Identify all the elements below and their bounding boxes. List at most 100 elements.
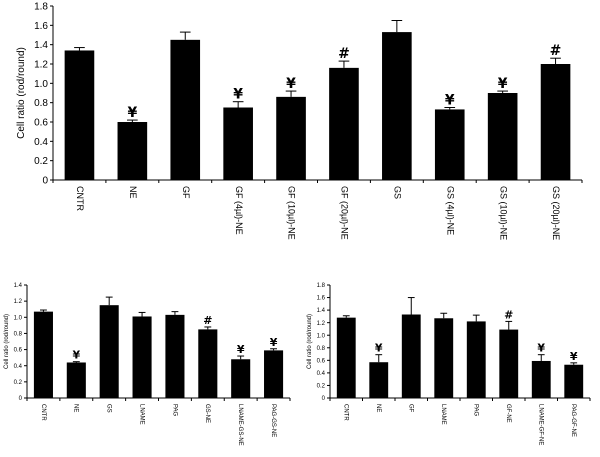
category-label: GF (20µl)-NE bbox=[340, 186, 350, 240]
bar bbox=[564, 364, 584, 398]
y-tick-label: 0 bbox=[19, 396, 23, 402]
bar bbox=[132, 316, 152, 398]
y-tick-label: 1.8 bbox=[34, 2, 48, 13]
significance-mark: # bbox=[338, 46, 350, 62]
y-tick-label: 1.2 bbox=[34, 60, 48, 71]
category-label: GS (10µl)-NE bbox=[498, 186, 508, 240]
bar bbox=[165, 314, 185, 398]
y-tick-label: 1.4 bbox=[14, 283, 23, 289]
bar bbox=[276, 96, 306, 180]
significance-mark: ¥ bbox=[570, 350, 578, 363]
bar bbox=[264, 350, 284, 398]
bar bbox=[231, 359, 251, 398]
bar bbox=[170, 39, 201, 181]
bar bbox=[434, 318, 454, 398]
significance-mark: ¥ bbox=[286, 76, 296, 92]
y-tick-label: 1.0 bbox=[317, 333, 326, 339]
category-label: CNTR bbox=[75, 186, 85, 211]
y-tick-label: 0.8 bbox=[34, 98, 48, 109]
category-label: LNAME-GF-NE bbox=[538, 404, 544, 445]
bar bbox=[336, 317, 356, 398]
significance-mark: ¥ bbox=[233, 87, 243, 103]
y-tick-label: 1.6 bbox=[34, 21, 48, 32]
bar bbox=[198, 329, 218, 398]
category-label: PAG bbox=[473, 404, 479, 417]
y-tick-label: 1.0 bbox=[34, 79, 48, 90]
significance-mark: ¥ bbox=[445, 93, 455, 109]
category-label: NE bbox=[73, 404, 79, 412]
y-tick-label: 0.4 bbox=[34, 137, 48, 148]
bar bbox=[540, 64, 571, 180]
category-label: NE bbox=[128, 186, 138, 199]
bar bbox=[64, 50, 95, 180]
chart-3: 0 0.2 0.4 0.6 0.8 1.0 1.2 1.4 1.6 1.8 Cell ratio (… bbox=[307, 283, 591, 445]
bar bbox=[99, 305, 119, 398]
category-label: GS-NE bbox=[204, 404, 210, 423]
y-tick-label: 0.2 bbox=[317, 384, 326, 390]
bar bbox=[487, 93, 518, 180]
category-label: CNTR bbox=[40, 404, 46, 421]
significance-mark: ¥ bbox=[375, 342, 383, 355]
bar bbox=[401, 314, 421, 398]
category-label: GF bbox=[408, 404, 414, 413]
category-label: LNAME bbox=[440, 404, 446, 425]
category-label: GF (10µl)-NE bbox=[287, 186, 297, 240]
category-label: PAG-GF-NE bbox=[570, 404, 576, 437]
significance-mark: # bbox=[504, 308, 513, 321]
bar bbox=[369, 362, 389, 398]
y-tick-label: 0.6 bbox=[14, 348, 23, 354]
y-tick-label: 0.6 bbox=[34, 118, 48, 129]
bar bbox=[117, 122, 148, 180]
category-label: GF (4µl)-NE bbox=[234, 186, 244, 235]
bar bbox=[329, 67, 359, 180]
y-tick-label: 1.2 bbox=[14, 299, 23, 305]
category-label: GS (20µl)-NE bbox=[551, 186, 561, 240]
y-tick-label: 0.6 bbox=[317, 358, 326, 364]
significance-mark: ¥ bbox=[537, 342, 545, 355]
y-tick-label: 0 bbox=[322, 396, 326, 402]
y-tick-label: 1.0 bbox=[14, 315, 23, 321]
category-label: GS bbox=[106, 404, 112, 413]
y-tick-label: 1.6 bbox=[317, 296, 326, 302]
bar bbox=[66, 362, 86, 398]
y-axis-label: Cell ratio (rod/round) bbox=[307, 314, 313, 369]
y-tick-label: 0.2 bbox=[14, 380, 23, 386]
category-label: LNAME-GS-NE bbox=[237, 404, 243, 446]
y-tick-label: 0.8 bbox=[317, 346, 326, 352]
category-label: LNAME bbox=[138, 404, 144, 425]
y-axis-label: Cell ratio (rod/round) bbox=[16, 47, 27, 139]
category-label: GF bbox=[181, 186, 191, 199]
category-label: GS (4µl)-NE bbox=[445, 186, 455, 235]
bar bbox=[466, 321, 486, 398]
bar bbox=[434, 109, 465, 180]
y-tick-label: 1.4 bbox=[317, 308, 326, 314]
chart-2: 0 0.2 0.4 0.6 0.8 1.0 1.2 1.4 Cell ratio (rod/ro… bbox=[4, 283, 291, 446]
category-label: GF-NE bbox=[505, 404, 511, 423]
significance-mark: ¥ bbox=[127, 105, 137, 121]
significance-mark: ¥ bbox=[72, 349, 80, 362]
category-label: NE bbox=[375, 404, 381, 412]
chart-1: 0 0.2 0.4 0.6 0.8 1.0 1.2 1.4 1.6 1.8 Cell ratio (… bbox=[16, 2, 583, 240]
y-axis-label: Cell ratio (rod/round) bbox=[4, 314, 10, 369]
y-tick-label: 0.8 bbox=[14, 332, 23, 338]
category-label: PAG-GS-NE bbox=[270, 404, 276, 437]
significance-mark: ¥ bbox=[498, 76, 508, 92]
significance-mark: ¥ bbox=[270, 336, 278, 349]
significance-mark: # bbox=[203, 314, 212, 327]
y-tick-label: 0 bbox=[42, 176, 48, 187]
category-label: GS bbox=[392, 186, 402, 199]
y-tick-label: 1.8 bbox=[317, 283, 326, 289]
significance-mark: # bbox=[550, 43, 562, 59]
bar bbox=[382, 32, 412, 180]
bar bbox=[531, 360, 551, 398]
bar bbox=[499, 329, 519, 398]
bar bbox=[223, 107, 253, 180]
y-tick-label: 0.4 bbox=[14, 364, 23, 370]
bar bbox=[33, 311, 53, 398]
category-label: PAG bbox=[171, 404, 177, 417]
y-tick-label: 0.2 bbox=[34, 156, 48, 167]
y-tick-label: 1.2 bbox=[317, 321, 326, 327]
y-tick-label: 1.4 bbox=[34, 40, 48, 51]
y-tick-label: 0.4 bbox=[317, 371, 326, 377]
